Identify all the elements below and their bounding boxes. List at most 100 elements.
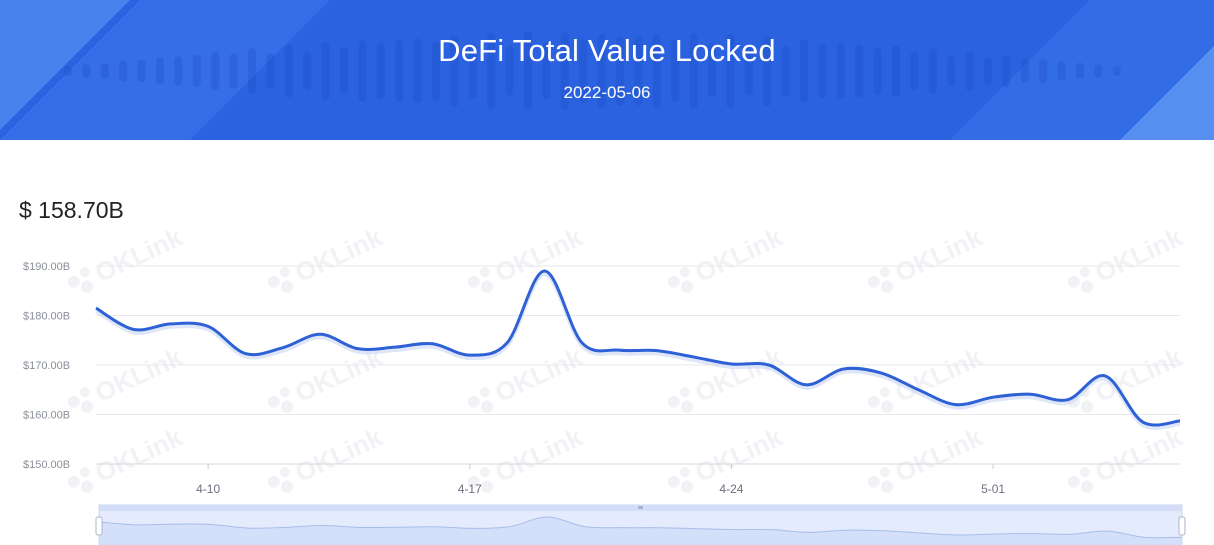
wave-bar bbox=[1020, 58, 1029, 84]
wave-bar bbox=[413, 38, 422, 104]
watermark-text: OKLink bbox=[690, 222, 787, 288]
wave-bar bbox=[358, 40, 367, 102]
y-tick-label: $170.00B bbox=[23, 360, 70, 372]
x-tick-label: 4-17 bbox=[458, 482, 482, 496]
watermark-text: OKLink bbox=[90, 342, 187, 408]
wave-bar bbox=[947, 55, 956, 87]
wave-bar bbox=[119, 60, 128, 82]
x-tick-label: 4-24 bbox=[719, 482, 743, 496]
wave-bar bbox=[634, 36, 643, 106]
watermark: OKLink bbox=[867, 222, 987, 293]
watermark-text: OKLink bbox=[490, 342, 587, 408]
watermark-text: OKLink bbox=[90, 222, 187, 288]
slider-handle-left[interactable] bbox=[95, 516, 103, 536]
watermark-text: OKLink bbox=[690, 422, 787, 488]
wave-bar bbox=[505, 46, 514, 96]
page-title: DeFi Total Value Locked bbox=[438, 33, 776, 68]
wave-bar bbox=[229, 53, 238, 89]
banner-decoration bbox=[0, 0, 1214, 140]
y-tick-label: $160.00B bbox=[23, 410, 70, 422]
watermark: OKLink bbox=[67, 342, 187, 413]
series-line-tvl[interactable] bbox=[95, 269, 1181, 427]
grid-lines bbox=[96, 265, 1180, 465]
page-date: 2022-05-06 bbox=[563, 83, 651, 102]
wave-bar bbox=[100, 63, 109, 79]
watermark-text: OKLink bbox=[90, 422, 187, 488]
series-layer bbox=[94, 269, 1181, 430]
y-tick-label: $150.00B bbox=[23, 459, 70, 471]
wave-bar bbox=[192, 54, 201, 88]
series-line-shadow bbox=[94, 271, 1181, 430]
slider-mini-area bbox=[99, 517, 1182, 545]
wave-bar bbox=[376, 42, 385, 100]
watermark: OKLink bbox=[267, 422, 387, 493]
wave-bar bbox=[468, 43, 477, 99]
wave-bar bbox=[432, 41, 440, 101]
wave-bar bbox=[487, 32, 496, 110]
wave-bar bbox=[781, 45, 790, 97]
y-tick-label: $190.00B bbox=[23, 261, 70, 273]
wave-bar bbox=[321, 41, 330, 101]
wave-bar bbox=[395, 40, 404, 102]
wave-bar bbox=[248, 47, 256, 95]
wave-bar bbox=[928, 47, 937, 95]
wave-bar bbox=[560, 32, 569, 110]
x-tick-label: 4-10 bbox=[196, 482, 220, 496]
wave-bar bbox=[892, 45, 900, 97]
watermark: OKLink bbox=[1067, 422, 1187, 493]
wave-bar bbox=[800, 39, 808, 103]
wave-bar bbox=[836, 42, 845, 100]
wave-bar bbox=[340, 47, 348, 95]
watermark-text: OKLink bbox=[290, 222, 387, 288]
wave-bar bbox=[156, 57, 164, 85]
wave-bar bbox=[965, 51, 974, 91]
watermark: OKLink bbox=[1067, 342, 1187, 413]
wave-bar bbox=[597, 33, 606, 109]
wave-bar bbox=[910, 51, 919, 91]
wave-bar bbox=[689, 33, 698, 109]
wave-bar bbox=[1057, 61, 1066, 81]
zoom-slider[interactable] bbox=[95, 504, 1186, 545]
watermark-text: OKLink bbox=[690, 342, 787, 408]
wave-bar bbox=[708, 44, 716, 98]
x-tick-label: 5-01 bbox=[981, 482, 1005, 496]
slider-handle-right[interactable] bbox=[1178, 516, 1186, 536]
wave-bar bbox=[579, 39, 588, 103]
watermark-text: OKLink bbox=[490, 422, 587, 488]
wave-bar bbox=[873, 47, 882, 95]
wave-bar bbox=[137, 60, 146, 82]
watermark: OKLink bbox=[267, 222, 387, 293]
wave-bar bbox=[1112, 66, 1121, 76]
watermark: OKLink bbox=[867, 422, 987, 493]
wave-bar bbox=[744, 47, 753, 95]
wave-bar bbox=[1094, 64, 1103, 78]
wave-bar bbox=[266, 53, 275, 89]
wave-bar bbox=[1002, 54, 1011, 88]
wave-bar bbox=[542, 42, 551, 100]
watermark: OKLink bbox=[467, 422, 587, 493]
wave-bar bbox=[616, 36, 624, 106]
watermark: OKLink bbox=[1067, 222, 1187, 293]
watermark-text: OKLink bbox=[890, 422, 987, 488]
wave-bar bbox=[671, 40, 680, 102]
wave-bar bbox=[652, 34, 661, 108]
wave-bar bbox=[726, 33, 735, 109]
wave-bar bbox=[211, 51, 220, 91]
slider-grip[interactable] bbox=[638, 506, 643, 509]
wave-bar bbox=[763, 35, 772, 107]
wave-bar bbox=[303, 51, 312, 91]
wave-bar bbox=[855, 44, 864, 98]
y-axis-ticks: $150.00B $160.00B $170.00B $180.00B $190.00B bbox=[23, 261, 70, 471]
y-tick-label: $180.00B bbox=[23, 311, 70, 323]
x-axis: 4-10 4-17 4-24 5-01 bbox=[96, 463, 1180, 496]
watermark-text: OKLink bbox=[890, 222, 987, 288]
watermark: OKLink bbox=[867, 342, 987, 413]
watermark-text: OKLink bbox=[1090, 422, 1187, 488]
wave-bar bbox=[450, 35, 459, 107]
header-banner: DeFi Total Value Locked 2022-05-06 bbox=[0, 0, 1214, 140]
wave-bar bbox=[284, 44, 293, 98]
wave-bar bbox=[984, 57, 992, 85]
watermark-text: OKLink bbox=[290, 422, 387, 488]
watermark: OKLink bbox=[467, 222, 587, 293]
